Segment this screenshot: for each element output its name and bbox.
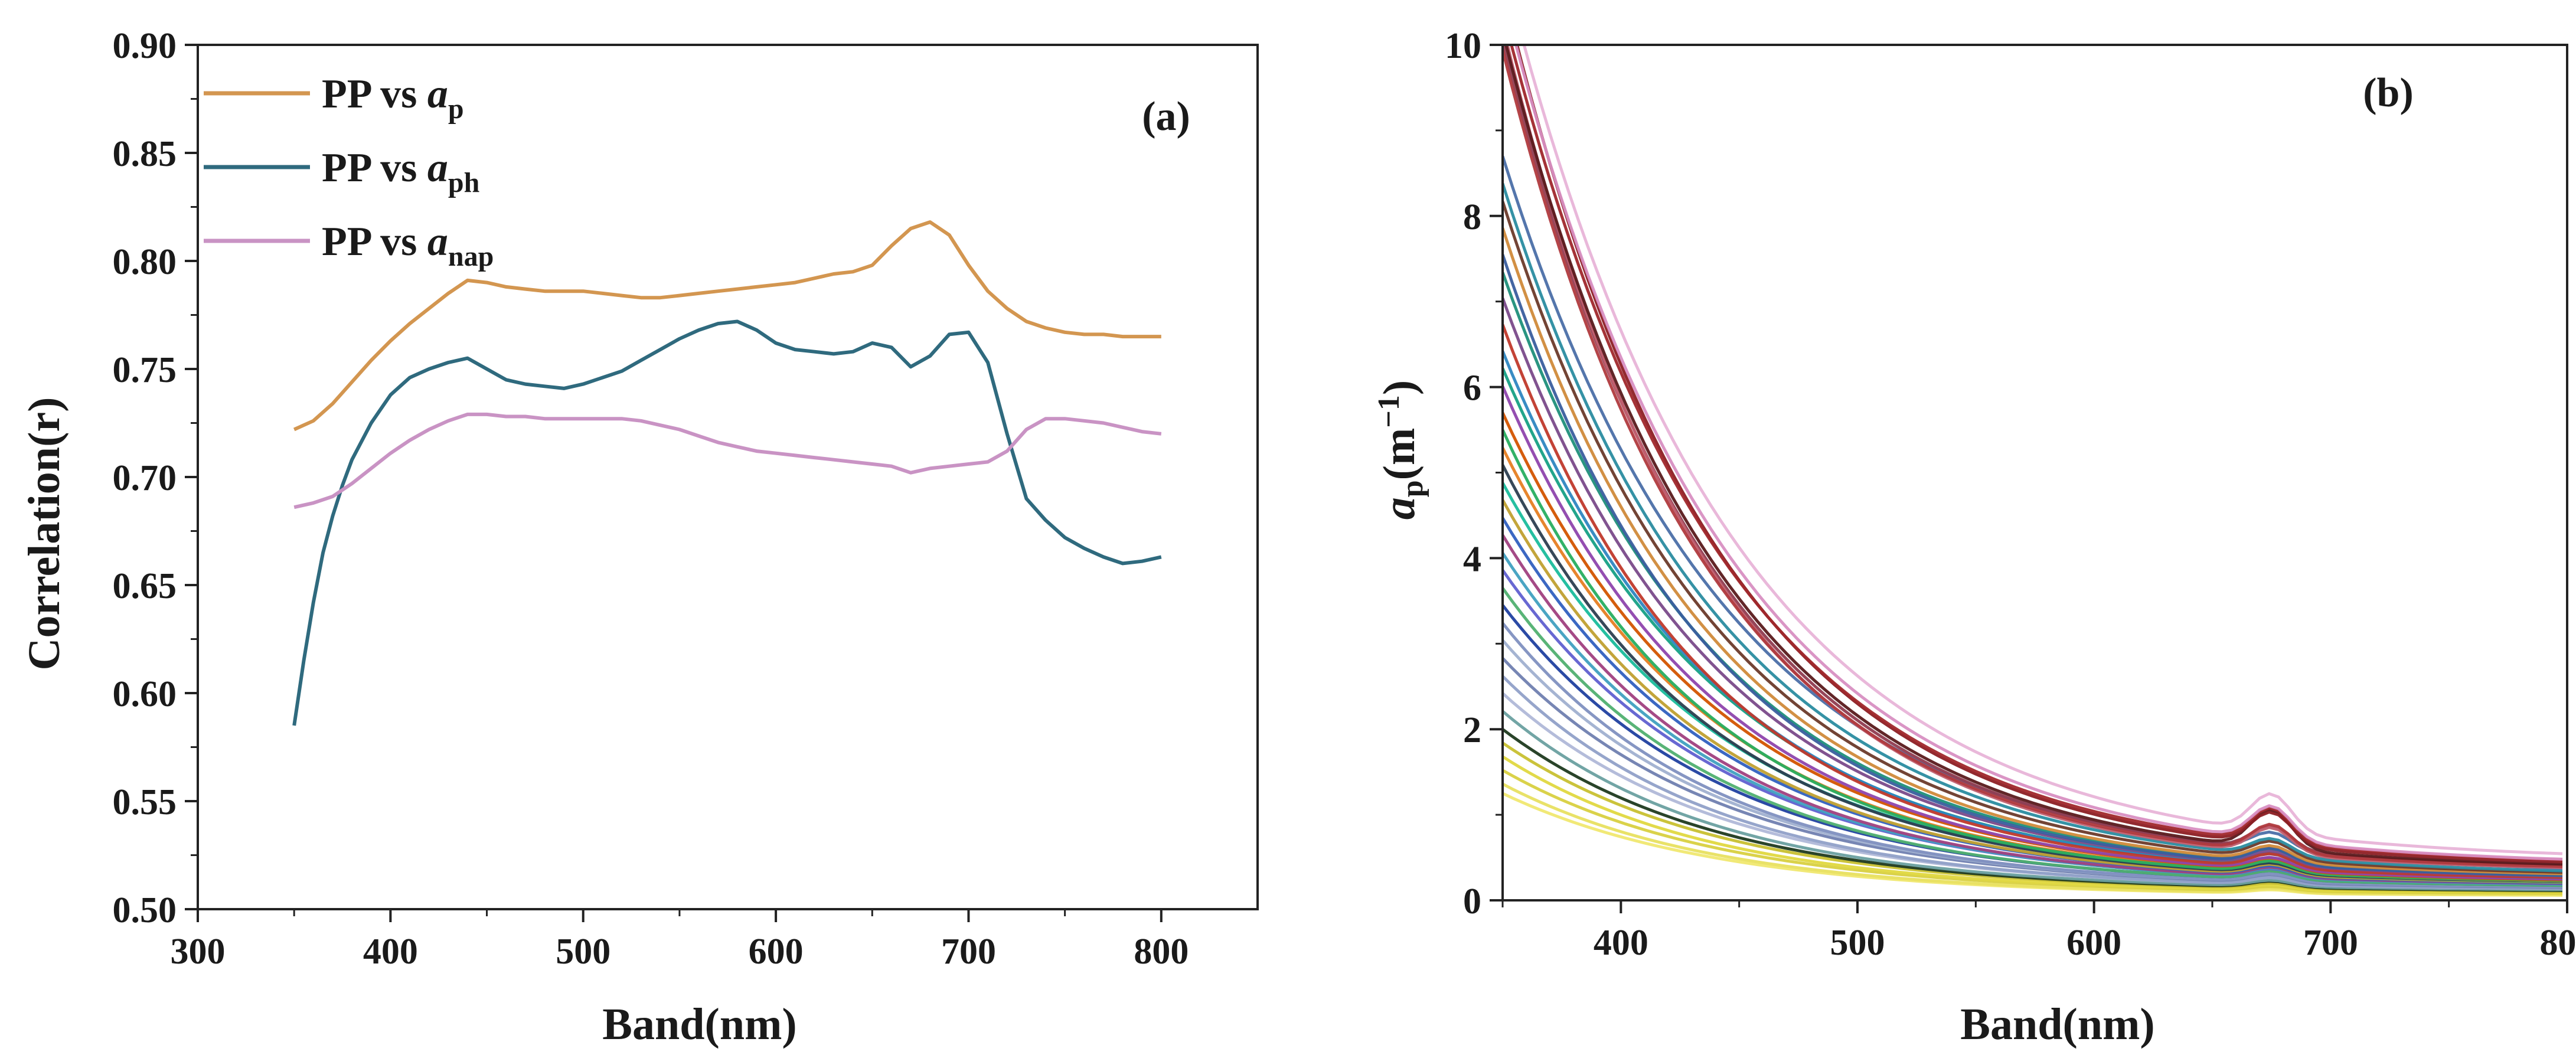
y-axis-label-b-close: ) <box>1374 380 1424 395</box>
y-tick-label-b: 6 <box>1463 368 1481 409</box>
x-tick-label-b: 700 <box>2303 923 2358 963</box>
x-tick-label-a: 800 <box>1134 932 1189 972</box>
y-tick-label-a: 0.75 <box>113 350 177 390</box>
legend-text: PP vs <box>322 71 427 117</box>
correlation-chart: 0.50 0.55 0.60 0.65 0.70 0.75 0.80 0.85 0.90 300 4… <box>19 26 1259 1049</box>
spectrum-line-32 <box>1503 201 2563 874</box>
x-tick-label-a: 500 <box>556 932 610 972</box>
panel-label-a: (a) <box>1142 94 1190 139</box>
x-tick-label-b: 500 <box>1830 923 1885 963</box>
y-tick-label-b: 4 <box>1463 539 1481 579</box>
y-tick-label-a: 0.60 <box>113 674 177 714</box>
spectrum-line-33 <box>1503 182 2563 873</box>
legend-subscript: p <box>448 93 464 125</box>
panel-label-b: (b) <box>2363 70 2414 116</box>
spectrum-line-13 <box>1503 587 2563 887</box>
plot-frame-b <box>1501 44 2568 902</box>
legend-text: PP vs <box>322 219 427 264</box>
spectrum-line-31 <box>1503 227 2563 876</box>
spectrum-line-30 <box>1503 254 2563 877</box>
series-line-1 <box>292 319 1162 726</box>
y-tick-label-a: 0.85 <box>113 134 177 174</box>
x-tick-label-a: 400 <box>363 932 418 972</box>
correlation-plot-area: 0.50 0.55 0.60 0.65 0.70 0.75 0.80 0.85 0.90 300 4… <box>113 26 1259 972</box>
y-tick-label-a: 0.55 <box>113 782 177 822</box>
y-axis-label-b-symbol: a <box>1374 497 1424 520</box>
legend-label-0: PP vs ap <box>322 71 464 125</box>
x-tick-label-a: 600 <box>749 932 804 972</box>
absorption-plot-area: 0 2 4 6 8 10 400 500 600 700 800 <box>1445 26 2576 963</box>
y-tick-label-a: 0.50 <box>113 890 177 930</box>
legend-label-2: PP vs anap <box>322 219 494 272</box>
legend-subscript: nap <box>448 241 494 272</box>
x-tick-label-a: 700 <box>941 932 996 972</box>
y-tick-label-b: 0 <box>1463 881 1481 922</box>
x-tick-label-a: 300 <box>171 932 226 972</box>
y-axis-label-a: Correlation(r) <box>19 397 69 671</box>
spectrum-line-26 <box>1503 350 2563 880</box>
spectrum-line-27 <box>1503 324 2563 879</box>
y-tick-label-a: 0.65 <box>113 566 177 606</box>
absorption-spectra-chart: 0 2 4 6 8 10 400 500 600 700 800 (b) Band(nm) ap(m… <box>1372 26 2576 1049</box>
y-axis-label-b-exponent: −1 <box>1372 395 1406 428</box>
legend-label-1: PP vs aph <box>322 145 479 198</box>
series-line-0 <box>293 220 1161 432</box>
y-tick-label-a: 0.70 <box>113 458 177 498</box>
y-axis-label-b-unit: (m <box>1374 428 1424 481</box>
spectrum-line-42 <box>1522 45 2563 855</box>
y-tick-label-b: 10 <box>1445 26 1481 66</box>
legend-text: PP vs <box>322 145 427 191</box>
y-axis-label-b-subscript: p <box>1396 480 1429 497</box>
x-axis-label-b: Band(nm) <box>1960 1000 2154 1049</box>
spectrum-line-11 <box>1503 622 2563 889</box>
spectrum-line-39 <box>1515 45 2563 864</box>
legend-symbol: a <box>427 71 448 117</box>
x-tick-label-b: 800 <box>2540 923 2576 963</box>
spectrum-line-38 <box>1504 45 2563 866</box>
y-tick-label-a: 0.90 <box>113 26 177 66</box>
spectrum-line-8 <box>1503 675 2563 890</box>
x-tick-label-b: 600 <box>2066 923 2121 963</box>
x-tick-label-b: 400 <box>1594 923 1648 963</box>
x-axis-label-a: Band(nm) <box>602 1000 796 1049</box>
y-axis-label-b: ap(m−1) <box>1372 380 1429 520</box>
spectrum-line-41 <box>1514 45 2563 861</box>
legend-subscript: ph <box>448 167 479 198</box>
legend-symbol: a <box>427 219 448 264</box>
y-tick-label-b: 8 <box>1463 197 1481 237</box>
spectra-lines <box>1503 45 2563 897</box>
y-tick-label-b: 2 <box>1463 710 1481 750</box>
series-line-2 <box>293 412 1162 509</box>
legend-symbol: a <box>427 145 448 191</box>
spectrum-line-37 <box>1503 50 2563 868</box>
spectrum-line-34 <box>1503 155 2563 870</box>
y-tick-label-a: 0.80 <box>113 242 177 282</box>
spectrum-line-24 <box>1503 386 2563 881</box>
